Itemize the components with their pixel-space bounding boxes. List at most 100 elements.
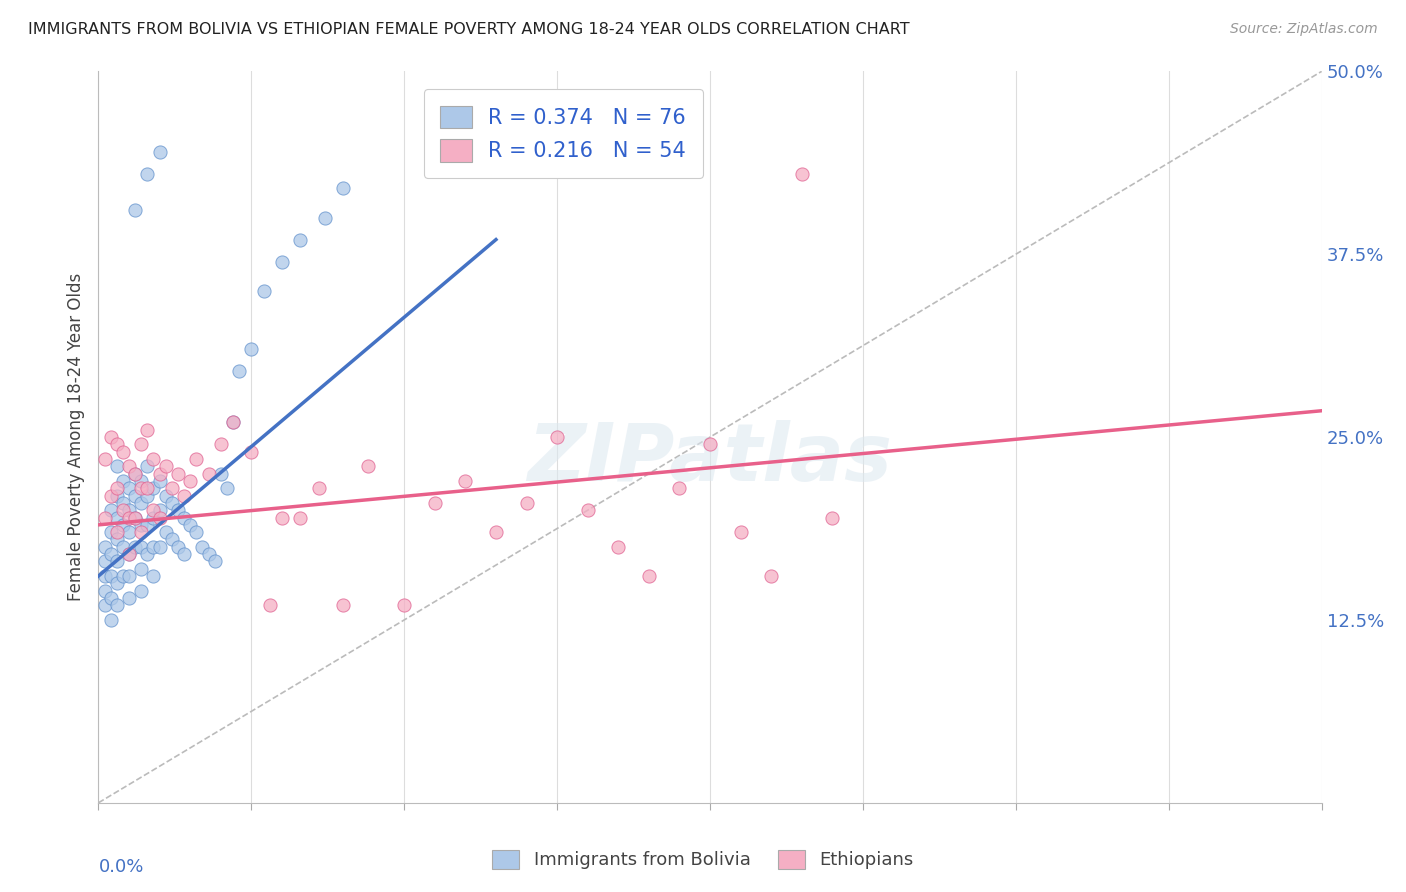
Point (100, 547, 122, 561)
Point (105, 481, 128, 495)
Point (204, 554, 226, 568)
Point (105, 510, 128, 524)
Point (186, 525, 208, 540)
Point (308, 481, 330, 495)
Point (222, 416, 245, 430)
Point (111, 503, 134, 517)
Point (118, 503, 141, 517)
Point (149, 474, 172, 488)
Point (118, 547, 141, 561)
Point (129, 437, 152, 451)
Point (209, 467, 232, 481)
Point (155, 525, 177, 540)
Point (136, 489, 159, 503)
Point (485, 525, 508, 540)
Point (173, 489, 195, 503)
Point (111, 444, 134, 458)
Point (111, 517, 134, 532)
Point (222, 416, 245, 430)
Point (124, 489, 146, 503)
Point (105, 576, 128, 591)
Point (93, 540, 115, 554)
Point (111, 496, 134, 510)
Point (167, 503, 190, 517)
Point (454, 474, 477, 488)
Point (118, 481, 141, 495)
Point (111, 474, 134, 488)
Point (93, 510, 115, 524)
Point (160, 533, 183, 547)
Point (356, 459, 378, 474)
Point (142, 540, 165, 554)
Point (111, 540, 134, 554)
Point (167, 467, 190, 481)
Point (136, 423, 159, 437)
Point (93, 599, 115, 613)
Point (129, 540, 152, 554)
Point (100, 525, 122, 540)
Point (105, 554, 128, 568)
Point (252, 284, 274, 298)
Point (149, 503, 172, 517)
Point (93, 554, 115, 568)
Point (730, 525, 752, 540)
Y-axis label: Female Poverty Among 18-24 Year Olds: Female Poverty Among 18-24 Year Olds (66, 273, 84, 601)
Point (821, 510, 844, 524)
Point (155, 459, 177, 474)
Point (759, 569, 782, 583)
Point (149, 510, 172, 524)
Point (160, 496, 183, 510)
Point (546, 430, 568, 444)
Point (100, 489, 122, 503)
Point (118, 525, 141, 540)
Point (290, 233, 312, 247)
Point (637, 569, 661, 583)
Point (136, 167, 159, 181)
Point (240, 444, 263, 458)
Point (129, 525, 152, 540)
Point (228, 364, 250, 378)
Text: ZIPatlas: ZIPatlas (527, 420, 893, 498)
Point (332, 181, 354, 195)
Point (93, 583, 115, 598)
Point (332, 599, 354, 613)
Point (129, 562, 152, 576)
Point (105, 599, 128, 613)
Point (790, 167, 813, 181)
Point (191, 540, 214, 554)
Point (142, 510, 165, 524)
Point (142, 481, 165, 495)
Point (142, 503, 165, 517)
Point (516, 496, 538, 510)
Point (240, 343, 263, 357)
Point (136, 459, 159, 474)
Point (105, 459, 128, 474)
Point (124, 203, 146, 218)
Point (149, 467, 172, 481)
Point (136, 517, 159, 532)
Point (124, 510, 146, 524)
Point (100, 591, 122, 605)
Point (290, 510, 312, 524)
Point (270, 510, 292, 524)
Point (197, 547, 219, 561)
Point (100, 569, 122, 583)
Point (93, 569, 115, 583)
Point (129, 474, 152, 488)
Point (423, 496, 446, 510)
Point (173, 510, 195, 524)
Point (105, 437, 128, 451)
Point (576, 503, 599, 517)
Point (124, 467, 146, 481)
Point (118, 547, 141, 561)
Point (93, 452, 115, 467)
Point (129, 496, 152, 510)
Legend: Immigrants from Bolivia, Ethiopians: Immigrants from Bolivia, Ethiopians (484, 840, 922, 879)
Point (186, 452, 208, 467)
Point (392, 599, 416, 613)
Point (155, 489, 177, 503)
Point (149, 145, 172, 159)
Point (167, 540, 190, 554)
Text: 0.0%: 0.0% (98, 858, 143, 876)
Point (118, 569, 141, 583)
